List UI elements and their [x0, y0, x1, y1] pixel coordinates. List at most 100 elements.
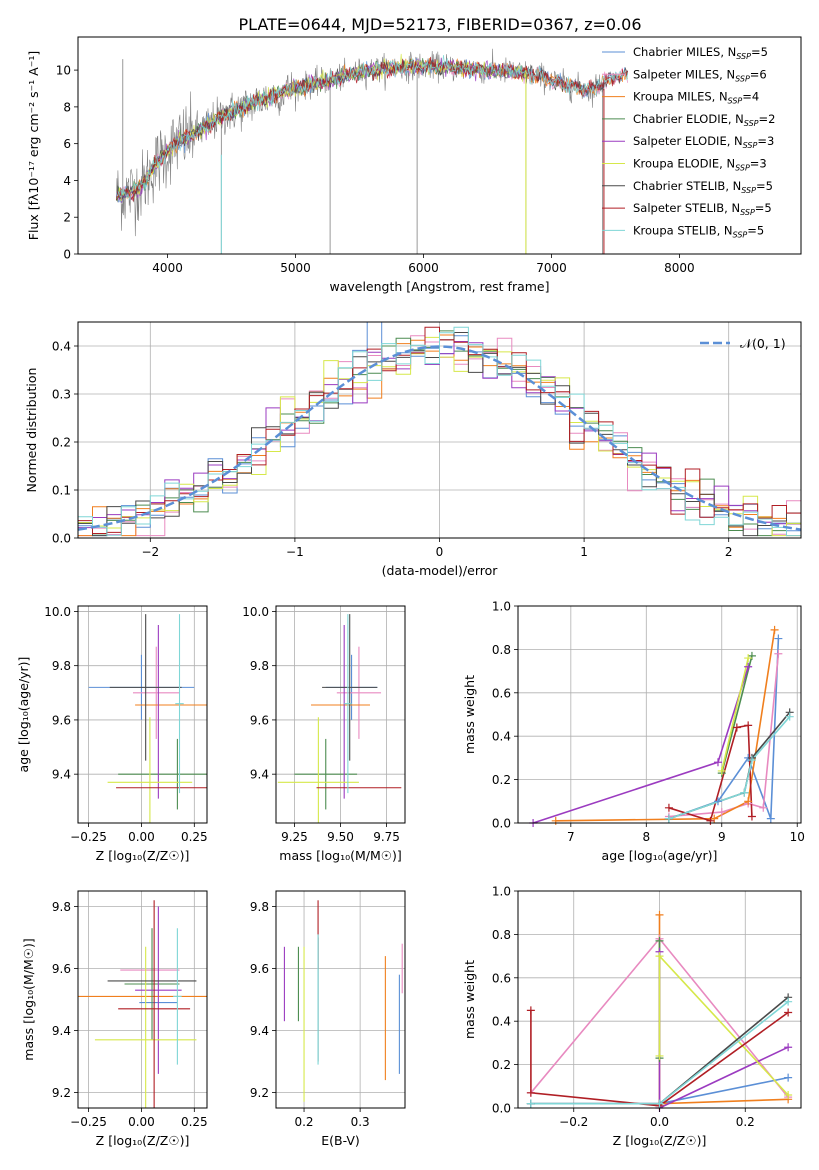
x-tick-label: 0.2	[294, 1115, 313, 1129]
y-tick-label: 0.1	[52, 484, 71, 498]
y-tick-label: 1.0	[492, 600, 511, 614]
x-tick-label: 7000	[536, 261, 567, 275]
mass-weight-marker	[759, 803, 768, 812]
y-tick-label: 10.0	[44, 605, 71, 619]
y-tick-label: 4	[63, 174, 71, 188]
x-tick-label: 0.0	[650, 1115, 669, 1129]
y-tick-label: 9.8	[250, 900, 269, 914]
mass-weight-line	[721, 657, 749, 772]
x-tick-label: 6000	[408, 261, 439, 275]
legend-label: Kroupa ELODIE, NSSP=3	[633, 157, 767, 173]
y-axis-label: mass [log₁₀(M/M☉)]	[21, 938, 36, 1060]
model-spectrum	[116, 53, 526, 202]
axes-frame	[77, 605, 208, 824]
mass-weight-marker	[744, 662, 753, 671]
mass-weight-marker	[774, 634, 783, 643]
mass-weight-marker	[784, 1090, 793, 1099]
mass-weight-marker	[655, 910, 664, 919]
panel-massweight_vs_Z: −0.2 0.0 0.2 0.0 0.2 0.4 0.6 0.8 1.0 Z [log₁₀(Z/Z…	[462, 885, 802, 1148]
panel-spectrum: 4000 5000 6000 7000 8000 0 2 4 6 8 10 wavelength [A…	[26, 36, 802, 294]
mass-weight-line	[658, 951, 789, 1108]
y-tick-label: 1.0	[492, 885, 511, 899]
gaussian-curve	[78, 345, 801, 531]
mass-weight-marker	[526, 1006, 535, 1015]
model-spectrum	[116, 57, 526, 203]
x-tick-label: −0.25	[70, 830, 107, 844]
plot-area	[78, 900, 207, 1108]
mass-weight-marker	[770, 625, 779, 634]
legend-label: Salpeter MILES, NSSP=6	[633, 67, 767, 83]
mass-weight-marker	[664, 814, 673, 823]
mass-weight-marker	[655, 952, 664, 961]
mass-weight-marker	[785, 712, 794, 721]
x-tick-label: −2	[141, 545, 159, 559]
y-tick-label: 0.6	[492, 686, 511, 700]
y-tick-label: 0.4	[52, 340, 71, 354]
mass-weight-marker	[655, 1099, 664, 1108]
plot-area	[116, 48, 629, 254]
mass-weight-marker	[784, 1043, 793, 1052]
y-tick-label: 0.4	[492, 1015, 511, 1029]
y-tick-label: 8	[63, 100, 71, 114]
mass-weight-marker	[732, 723, 741, 732]
mass-weight-marker	[744, 654, 753, 663]
y-tick-label: 10.0	[242, 605, 269, 619]
x-tick-label: 0.2	[736, 1115, 755, 1129]
model-spectrum	[116, 59, 629, 201]
mass-weight-marker	[551, 816, 560, 825]
mass-weight-marker	[744, 797, 753, 806]
y-tick-label: 9.6	[52, 962, 71, 976]
panel-mass_vs_Z: −0.25 0.00 0.25 9.2 9.4 9.6 9.8 Z [log₁₀(Z/Z☉)]…	[21, 890, 208, 1148]
panel-age_vs_mass: 9.25 9.50 9.75 9.4 9.6 9.8 10.0 mass [log₁₀(M/M…	[242, 605, 406, 863]
mass-weight-line	[530, 1010, 789, 1107]
x-tick-label: 0	[436, 545, 444, 559]
y-axis-label: mass weight	[462, 960, 477, 1039]
legend-label: Chabrier STELIB, NSSP=5	[633, 179, 773, 195]
y-tick-label: 0.2	[52, 436, 71, 450]
x-tick-label: 9.75	[373, 830, 400, 844]
y-tick-label: 0.0	[492, 1102, 511, 1116]
mass-weight-marker	[526, 1088, 535, 1097]
x-tick-label: 9.50	[327, 830, 354, 844]
x-tick-label: 0.25	[181, 1115, 208, 1129]
y-tick-label: 0.6	[492, 971, 511, 985]
y-tick-label: 9.8	[52, 659, 71, 673]
mass-weight-marker	[526, 1099, 535, 1108]
x-tick-label: 5000	[280, 261, 311, 275]
x-tick-label: 0.00	[128, 830, 155, 844]
spectrum-legend: Chabrier MILES, NSSP=5 Salpeter MILES, NS…	[602, 45, 775, 239]
x-tick-label: 8000	[664, 261, 695, 275]
x-tick-label: 1	[580, 545, 588, 559]
mass-weight-marker	[747, 756, 756, 765]
y-axis-label: mass weight	[462, 675, 477, 754]
legend-label: Salpeter ELODIE, NSSP=3	[633, 134, 774, 150]
mass-weight-marker	[713, 758, 722, 767]
legend-label: Kroupa MILES, NSSP=4	[633, 90, 759, 106]
y-tick-label: 9.4	[250, 1024, 269, 1038]
axes-frame	[77, 36, 802, 255]
mass-weight-marker	[784, 997, 793, 1006]
y-axis-label: Flux [fλ10⁻¹⁷ erg cm⁻² s⁻¹ A⁻¹]	[26, 51, 41, 240]
y-tick-label: 9.6	[250, 962, 269, 976]
y-tick-label: 9.6	[52, 713, 71, 727]
mass-weight-line	[555, 629, 776, 822]
x-tick-label: 0.3	[351, 1115, 370, 1129]
legend-label: Salpeter STELIB, NSSP=5	[633, 201, 772, 217]
y-tick-label: 10	[56, 64, 71, 78]
plot-area	[78, 322, 801, 538]
panel-mass_vs_ebv: 0.2 0.3 9.2 9.4 9.6 9.8 E(B-V)	[250, 890, 406, 1148]
x-axis-label: age [log₁₀(age/yr)]	[602, 848, 718, 863]
hist-legend: 𝒩(0, 1)	[700, 336, 786, 351]
x-tick-label: 9	[718, 830, 726, 844]
x-tick-label: 8	[642, 830, 650, 844]
y-tick-label: 6	[63, 137, 71, 151]
mass-weight-marker	[766, 814, 775, 823]
panel-massweight_vs_age: 7 8 9 10 0.0 0.2 0.4 0.6 0.8 1.0 age [log₁₀(age/yr…	[462, 600, 805, 864]
y-axis-label: Normed distribution	[24, 368, 39, 493]
y-tick-label: 0.2	[492, 773, 511, 787]
x-axis-label: Z [log₁₀(Z/Z☉)]	[96, 1133, 190, 1148]
y-tick-label: 9.4	[52, 1024, 71, 1038]
mass-weight-marker	[713, 797, 722, 806]
x-axis-label: E(B-V)	[321, 1133, 360, 1148]
x-tick-label: −1	[286, 545, 304, 559]
